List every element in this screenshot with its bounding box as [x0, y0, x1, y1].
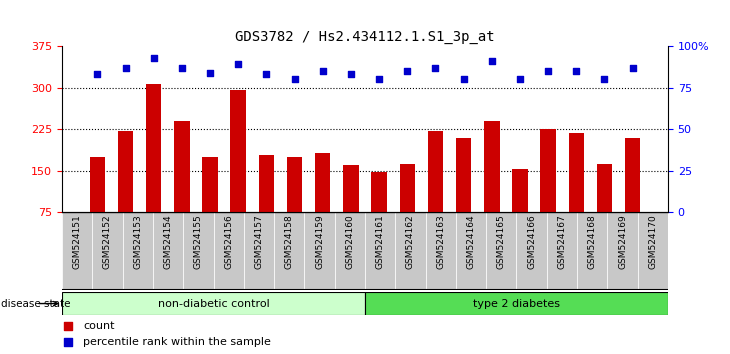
Point [176, 65, 188, 70]
Point [402, 68, 413, 74]
Text: non-diabetic control: non-diabetic control [158, 298, 269, 309]
Text: GSM524160: GSM524160 [345, 215, 354, 269]
Point [599, 76, 610, 82]
Text: GSM524167: GSM524167 [558, 215, 566, 269]
Text: disease state: disease state [1, 298, 71, 309]
Bar [287, 157, 302, 212]
Text: GSM524153: GSM524153 [134, 215, 142, 269]
Text: GSM524162: GSM524162 [406, 215, 415, 269]
Bar [517, 212, 547, 290]
Bar [93, 212, 123, 290]
Point [289, 76, 301, 82]
Bar [214, 212, 244, 290]
Text: GSM524165: GSM524165 [497, 215, 506, 269]
Point [317, 68, 328, 74]
Bar [343, 165, 358, 212]
Bar [244, 212, 274, 290]
Bar [540, 129, 556, 212]
Text: GSM524164: GSM524164 [466, 215, 475, 269]
Bar [123, 212, 153, 290]
Bar [304, 212, 335, 290]
Text: GSM524163: GSM524163 [437, 215, 445, 269]
Bar [569, 133, 584, 212]
Text: percentile rank within the sample: percentile rank within the sample [83, 337, 271, 347]
Text: GSM524156: GSM524156 [224, 215, 233, 269]
Bar [607, 212, 638, 290]
Point [148, 55, 160, 61]
Bar [428, 131, 443, 212]
Text: type 2 diabetes: type 2 diabetes [473, 298, 560, 309]
Bar [484, 121, 499, 212]
Point [62, 339, 74, 344]
Point [627, 65, 639, 70]
Text: GSM524159: GSM524159 [315, 215, 324, 269]
Bar [512, 169, 528, 212]
Text: GSM524166: GSM524166 [527, 215, 536, 269]
Bar [486, 212, 517, 290]
Text: GSM524161: GSM524161 [376, 215, 385, 269]
Point [91, 72, 103, 77]
Bar [365, 212, 396, 290]
Bar [183, 212, 214, 290]
Bar [456, 212, 486, 290]
Point [261, 72, 272, 77]
Bar [456, 137, 472, 212]
Bar [335, 212, 365, 290]
Title: GDS3782 / Hs2.434112.1.S1_3p_at: GDS3782 / Hs2.434112.1.S1_3p_at [235, 30, 495, 44]
Bar [399, 164, 415, 212]
Point [345, 72, 357, 77]
Text: GSM524170: GSM524170 [648, 215, 657, 269]
Bar [396, 212, 426, 290]
Text: count: count [83, 321, 115, 331]
Bar [372, 172, 387, 212]
Point [486, 58, 498, 64]
Bar [625, 137, 640, 212]
Bar [258, 155, 274, 212]
Bar [365, 292, 668, 315]
Bar [174, 121, 190, 212]
Bar [274, 212, 304, 290]
Text: GSM524169: GSM524169 [618, 215, 627, 269]
Bar [118, 131, 134, 212]
Text: GSM524152: GSM524152 [103, 215, 112, 269]
Text: GSM524151: GSM524151 [73, 215, 82, 269]
Bar [202, 157, 218, 212]
Bar [62, 212, 93, 290]
Point [570, 68, 582, 74]
Point [514, 76, 526, 82]
Bar [577, 212, 607, 290]
Text: GSM524154: GSM524154 [164, 215, 172, 269]
Point [232, 62, 244, 67]
Bar [146, 84, 161, 212]
Bar [90, 157, 105, 212]
Point [458, 76, 469, 82]
Point [204, 70, 216, 75]
Bar [638, 212, 668, 290]
Bar [596, 164, 612, 212]
Point [429, 65, 441, 70]
Bar [153, 212, 183, 290]
Bar [547, 212, 577, 290]
Point [542, 68, 554, 74]
Bar [62, 292, 365, 315]
Text: GSM524158: GSM524158 [285, 215, 293, 269]
Text: GSM524157: GSM524157 [255, 215, 264, 269]
Bar [315, 153, 331, 212]
Point [120, 65, 131, 70]
Bar [426, 212, 456, 290]
Text: GSM524155: GSM524155 [194, 215, 203, 269]
Text: GSM524168: GSM524168 [588, 215, 596, 269]
Point [373, 76, 385, 82]
Bar [231, 90, 246, 212]
Point [62, 323, 74, 329]
